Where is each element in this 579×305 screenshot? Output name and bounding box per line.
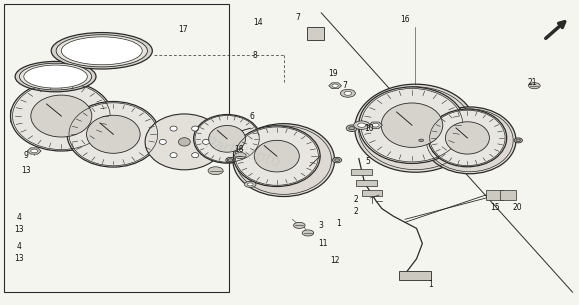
Polygon shape — [369, 122, 383, 128]
Ellipse shape — [445, 122, 489, 154]
Ellipse shape — [56, 35, 148, 67]
Ellipse shape — [192, 126, 199, 131]
Bar — [307, 27, 324, 40]
Text: 20: 20 — [513, 203, 522, 212]
Circle shape — [332, 84, 338, 87]
Polygon shape — [329, 83, 342, 88]
Text: 7: 7 — [342, 81, 347, 90]
Text: 16: 16 — [400, 15, 410, 24]
Circle shape — [354, 121, 370, 129]
Text: 9: 9 — [24, 151, 28, 160]
Text: 14: 14 — [253, 18, 262, 27]
Ellipse shape — [254, 140, 299, 172]
Circle shape — [516, 139, 521, 142]
Ellipse shape — [474, 125, 485, 131]
Bar — [486, 189, 503, 200]
Circle shape — [247, 183, 253, 186]
Ellipse shape — [51, 33, 152, 69]
Ellipse shape — [203, 139, 210, 144]
Circle shape — [31, 149, 38, 153]
Ellipse shape — [61, 37, 142, 65]
Text: 1: 1 — [336, 219, 341, 228]
Ellipse shape — [170, 153, 177, 158]
Text: 2: 2 — [354, 207, 358, 216]
Circle shape — [419, 139, 423, 142]
Ellipse shape — [355, 84, 476, 172]
Text: 12: 12 — [330, 256, 339, 265]
Ellipse shape — [359, 87, 465, 163]
Bar — [356, 180, 377, 186]
Circle shape — [234, 152, 246, 159]
Ellipse shape — [423, 107, 516, 174]
Circle shape — [358, 123, 366, 127]
Ellipse shape — [226, 157, 235, 163]
Text: 2: 2 — [354, 195, 358, 204]
Ellipse shape — [10, 81, 112, 151]
Text: 5: 5 — [365, 157, 370, 166]
Ellipse shape — [332, 157, 342, 163]
Ellipse shape — [233, 124, 335, 196]
Text: 11: 11 — [318, 239, 328, 248]
Ellipse shape — [428, 109, 507, 167]
Ellipse shape — [192, 153, 199, 158]
Circle shape — [349, 127, 355, 130]
Text: 3: 3 — [319, 221, 324, 230]
Text: 1: 1 — [428, 280, 434, 289]
Text: 18: 18 — [234, 145, 244, 154]
Circle shape — [228, 159, 233, 161]
Circle shape — [340, 89, 356, 97]
Polygon shape — [27, 148, 41, 154]
Ellipse shape — [31, 95, 92, 137]
Circle shape — [344, 91, 351, 95]
Text: Partslepto: Partslepto — [204, 135, 283, 170]
Circle shape — [529, 83, 540, 89]
Ellipse shape — [145, 114, 223, 170]
Circle shape — [244, 181, 256, 187]
Bar — [362, 190, 383, 196]
Ellipse shape — [170, 126, 177, 131]
Bar — [400, 271, 431, 280]
Ellipse shape — [86, 115, 140, 153]
Ellipse shape — [417, 138, 426, 143]
Text: 4: 4 — [17, 213, 21, 222]
Ellipse shape — [193, 115, 261, 163]
Ellipse shape — [233, 126, 320, 186]
Circle shape — [372, 123, 379, 127]
Text: 6: 6 — [250, 112, 254, 120]
Text: 17: 17 — [178, 25, 188, 34]
Bar — [351, 169, 372, 175]
Ellipse shape — [67, 102, 160, 167]
Circle shape — [208, 167, 223, 175]
Ellipse shape — [514, 138, 522, 143]
Ellipse shape — [159, 139, 166, 144]
Ellipse shape — [24, 65, 87, 88]
Circle shape — [335, 159, 340, 161]
Ellipse shape — [178, 138, 190, 146]
Circle shape — [302, 230, 314, 236]
Text: 21: 21 — [527, 78, 537, 87]
Text: 13: 13 — [14, 254, 24, 263]
Text: 4: 4 — [17, 242, 21, 251]
Bar — [3, 4, 229, 292]
Ellipse shape — [20, 63, 91, 90]
Text: 15: 15 — [490, 203, 499, 212]
Text: 10: 10 — [364, 124, 374, 133]
Ellipse shape — [208, 125, 245, 152]
Text: 13: 13 — [14, 225, 24, 235]
Text: 8: 8 — [252, 51, 257, 60]
Polygon shape — [10, 110, 160, 140]
Ellipse shape — [346, 125, 357, 131]
Circle shape — [476, 127, 482, 130]
Text: 19: 19 — [328, 69, 338, 78]
Text: 13: 13 — [21, 166, 31, 175]
Ellipse shape — [381, 103, 443, 147]
Ellipse shape — [15, 61, 96, 92]
Bar — [500, 189, 516, 200]
Circle shape — [294, 222, 305, 228]
Text: 7: 7 — [296, 13, 301, 22]
